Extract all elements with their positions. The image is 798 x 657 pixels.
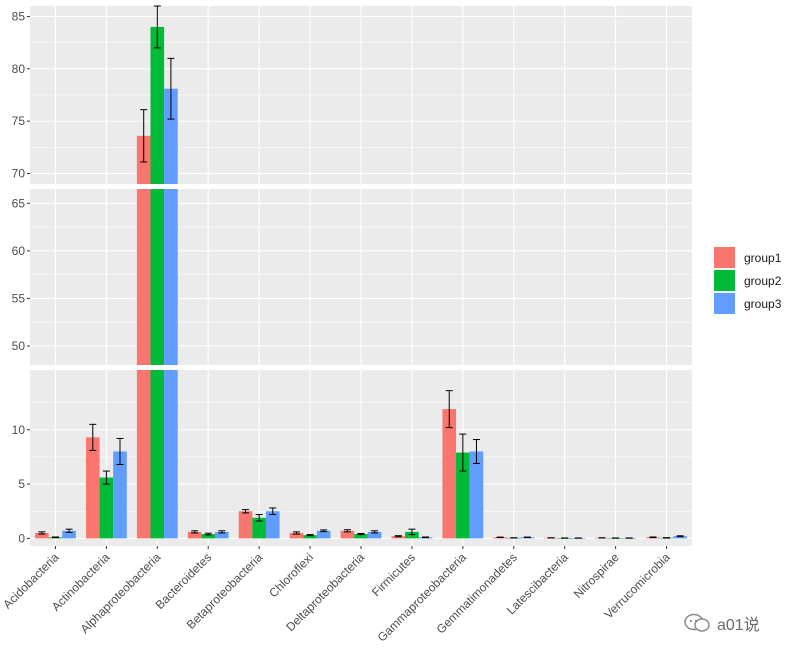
legend-key-group2	[714, 270, 735, 291]
y-tick-label: 50	[12, 339, 26, 353]
bar-group1-chloroflexi	[289, 532, 304, 539]
legend-key-group1	[714, 247, 735, 268]
bar-group1-deltaproteobacteria	[340, 530, 355, 539]
bar-group2-bacteroidetes	[201, 534, 216, 539]
x-tick-label: Chloroflexi	[266, 550, 316, 600]
bar-group3-gammaproteobacteria	[469, 451, 484, 539]
bar-group3-actinobacteria	[113, 451, 127, 539]
bar-group2-gammaproteobacteria	[456, 452, 470, 539]
y-tick-label: 85	[12, 9, 26, 23]
y-tick-label: 65	[12, 196, 26, 210]
x-tick-label: Firmicutes	[369, 550, 418, 599]
x-tick-label: Gammaproteobacteria	[375, 550, 470, 645]
chart-bars	[35, 26, 687, 539]
bar-group1-bacteroidetes	[187, 531, 202, 539]
watermark-text: a01说	[717, 617, 760, 634]
bar-group1-alphaproteobacteria	[136, 370, 151, 539]
bar-group3-alphaproteobacteria	[164, 370, 178, 539]
y-tick-label: 70	[12, 167, 26, 181]
bar-group2-betaproteobacteria	[252, 517, 266, 539]
legend-label-group1: group1	[744, 251, 782, 265]
bar-group2-alphaproteobacteria	[150, 26, 165, 184]
y-tick-label: 60	[12, 244, 26, 258]
bar-group3-acidobacteria	[62, 530, 76, 539]
x-tick-label: Nitrospirae	[571, 550, 622, 601]
y-tick-label: 55	[12, 291, 26, 305]
bar-group1-actinobacteria	[85, 437, 100, 539]
bar-group1-gammaproteobacteria	[442, 409, 457, 539]
legend-key-group3	[714, 293, 735, 314]
y-tick-label: 0	[18, 531, 25, 545]
bar-group2-chloroflexi	[303, 535, 317, 539]
y-tick-label: 80	[12, 62, 26, 76]
bar-group1-betaproteobacteria	[238, 511, 253, 539]
bar-group1-alphaproteobacteria	[136, 189, 151, 365]
chart-legend: group1 group2 group3	[714, 247, 782, 314]
chat-bubble-icon	[684, 613, 710, 632]
bar-group2-deltaproteobacteria	[354, 534, 368, 539]
y-tick-label: 75	[12, 114, 26, 128]
chart-error-bars	[38, 5, 684, 539]
bar-group1-firmicutes	[391, 536, 406, 539]
bar-group3-deltaproteobacteria	[367, 531, 382, 539]
bar-group2-actinobacteria	[99, 477, 114, 539]
watermark: a01说	[683, 611, 760, 635]
legend-label-group2: group2	[744, 274, 782, 288]
bar-group3-alphaproteobacteria	[164, 88, 178, 184]
bar-group2-alphaproteobacteria	[150, 370, 165, 539]
bar-group3-alphaproteobacteria	[164, 189, 178, 365]
y-tick-label: 10	[12, 423, 26, 437]
bar-group3-betaproteobacteria	[265, 511, 280, 539]
bar-group1-acidobacteria	[35, 532, 49, 539]
chart-panels	[30, 6, 692, 546]
bar-group3-bacteroidetes	[215, 531, 229, 539]
legend-label-group3: group3	[744, 297, 782, 311]
bar-group3-chloroflexi	[316, 530, 331, 539]
y-tick-label: 5	[18, 477, 25, 491]
bar-group3-verrucomicrobia	[673, 536, 687, 539]
bar-group2-firmicutes	[405, 531, 419, 539]
bar-group2-alphaproteobacteria	[150, 189, 165, 365]
